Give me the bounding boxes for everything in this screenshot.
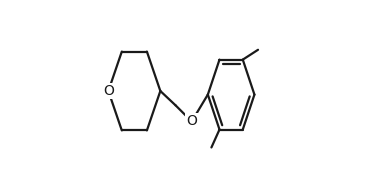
Text: O: O [186, 114, 197, 128]
Text: O: O [103, 84, 114, 98]
